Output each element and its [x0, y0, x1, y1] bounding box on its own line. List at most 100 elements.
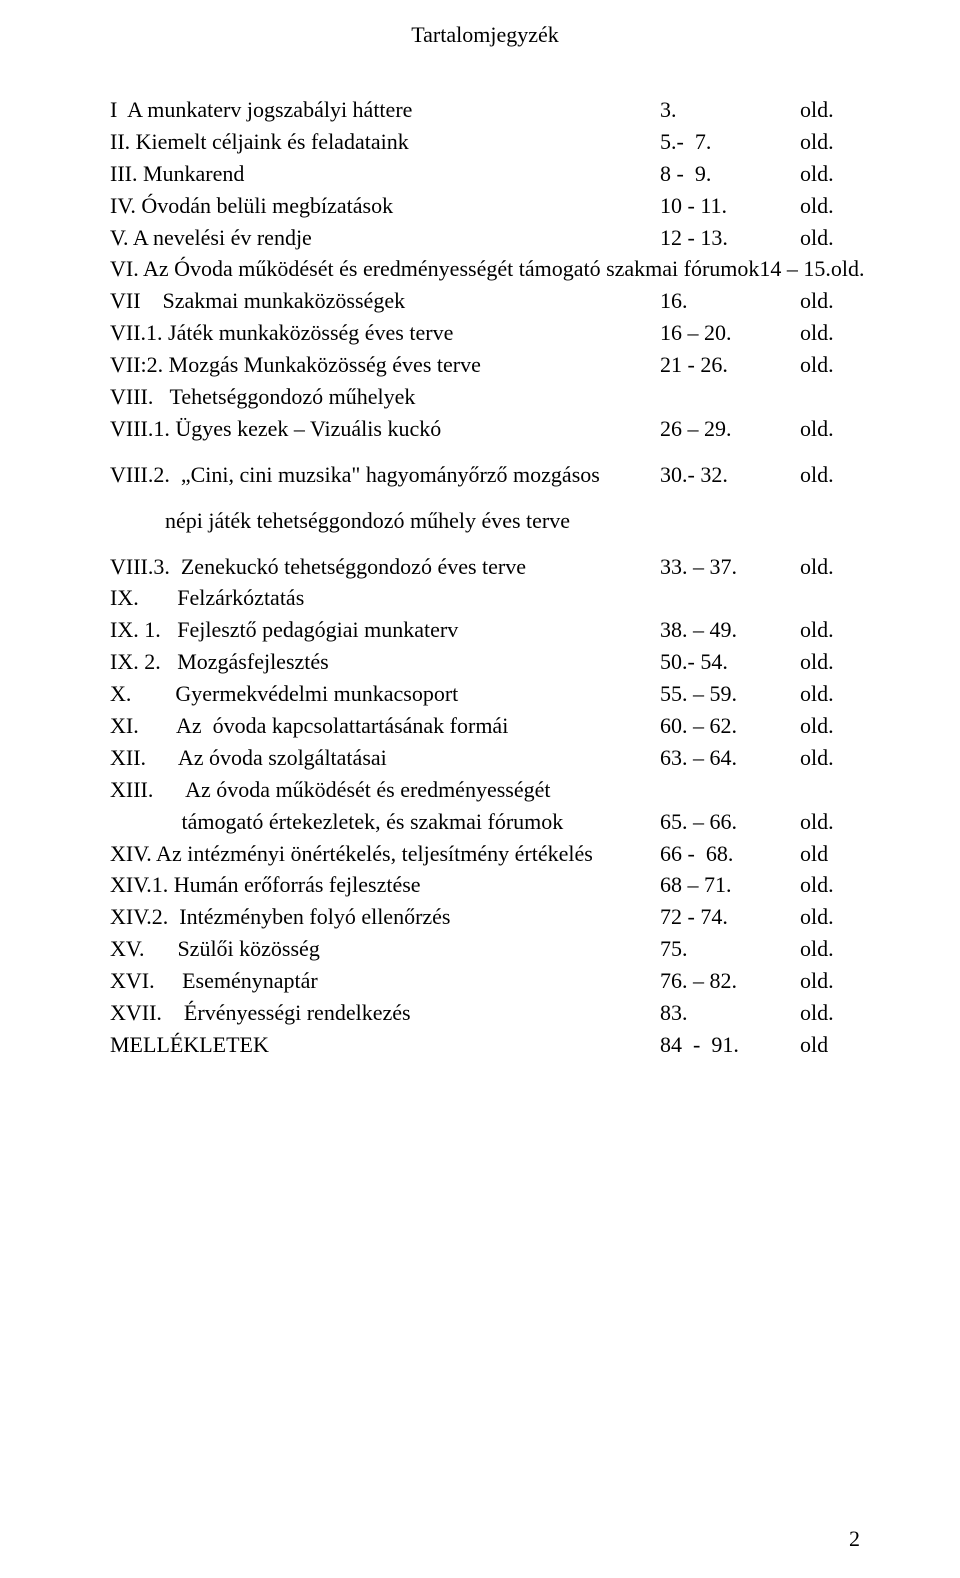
toc-label: IX. Felzárkóztatás	[110, 582, 660, 614]
toc-label: X. Gyermekvédelmi munkacsoport	[110, 678, 660, 710]
toc-row-group2-sub: népi játék tehetséggondozó műhely éves t…	[110, 505, 860, 537]
toc-row: V. A nevelési év rendje12 - 13.old.	[110, 222, 860, 254]
toc-pages: 10 - 11.	[660, 190, 800, 222]
toc-pages: 16.	[660, 285, 800, 317]
toc-pages	[660, 381, 800, 413]
toc-row: IX. 1. Fejlesztő pedagógiai munkaterv38.…	[110, 614, 860, 646]
toc-pages	[660, 505, 800, 537]
toc-label: III. Munkarend	[110, 158, 660, 190]
toc-pages: 50.- 54.	[660, 646, 800, 678]
toc-label: IX. 1. Fejlesztő pedagógiai munkaterv	[110, 614, 660, 646]
toc-pages: 60. – 62.	[660, 710, 800, 742]
toc-unit	[800, 582, 860, 614]
toc-row: VIII. Tehetséggondozó műhelyek	[110, 381, 860, 413]
toc-row: XIV.1. Humán erőforrás fejlesztése68 – 7…	[110, 869, 860, 901]
toc-pages: 72 - 74.	[660, 901, 800, 933]
toc-unit	[800, 381, 860, 413]
toc-row: XVI. Eseménynaptár76. – 82.old.	[110, 965, 860, 997]
toc-unit: old.	[800, 349, 860, 381]
spacer	[110, 491, 860, 505]
toc-unit: old.	[831, 253, 865, 285]
toc-unit: old.	[800, 806, 860, 838]
toc-pages: 3.	[660, 94, 800, 126]
spacer	[110, 537, 860, 551]
toc-label: VII.1. Játék munkaközösség éves terve	[110, 317, 660, 349]
toc-row: VI. Az Óvoda működését és eredményességé…	[110, 253, 860, 285]
toc-unit: old.	[800, 222, 860, 254]
toc-label: XVI. Eseménynaptár	[110, 965, 660, 997]
toc-pages: 75.	[660, 933, 800, 965]
toc-row: támogató értekezletek, és szakmai fórumo…	[110, 806, 860, 838]
toc-unit: old	[800, 1029, 860, 1061]
toc-unit: old.	[800, 190, 860, 222]
toc-label: VII Szakmai munkaközösségek	[110, 285, 660, 317]
page-title: Tartalomjegyzék	[110, 22, 860, 48]
toc-unit: old.	[800, 901, 860, 933]
toc-label: XIV. Az intézményi önértékelés, teljesít…	[110, 838, 660, 870]
toc-pages	[660, 582, 800, 614]
toc-row-group2-intro: VIII.2. „Cini, cini muzsika" hagyományőr…	[110, 459, 860, 491]
toc-unit: old.	[800, 933, 860, 965]
toc-row: X. Gyermekvédelmi munkacsoport55. – 59.o…	[110, 678, 860, 710]
toc-label: XI. Az óvoda kapcsolattartásának formái	[110, 710, 660, 742]
toc-row: VII Szakmai munkaközösségek16.old.	[110, 285, 860, 317]
toc-pages: 83.	[660, 997, 800, 1029]
toc-label: XVII. Érvényességi rendelkezés	[110, 997, 660, 1029]
toc-unit: old.	[800, 459, 860, 491]
toc-label: VIII. Tehetséggondozó műhelyek	[110, 381, 660, 413]
toc-unit: old.	[800, 126, 860, 158]
toc-label: VIII.1. Ügyes kezek – Vizuális kuckó	[110, 413, 660, 445]
toc-label: IV. Óvodán belüli megbízatások	[110, 190, 660, 222]
toc-pages: 63. – 64.	[660, 742, 800, 774]
toc-label: VII:2. Mozgás Munkaközösség éves terve	[110, 349, 660, 381]
toc-unit: old.	[800, 742, 860, 774]
toc-label: VIII.2. „Cini, cini muzsika" hagyományőr…	[110, 459, 660, 491]
toc-pages: 68 – 71.	[660, 869, 800, 901]
toc-pages: 30.- 32.	[660, 459, 800, 491]
toc-pages: 33. – 37.	[660, 551, 800, 583]
toc-pages: 14 – 15.	[759, 253, 831, 285]
toc-unit: old.	[800, 997, 860, 1029]
toc-row: MELLÉKLETEK84 - 91.old	[110, 1029, 860, 1061]
toc-unit: old.	[800, 646, 860, 678]
toc-unit: old	[800, 838, 860, 870]
toc-label: XIV.2. Intézményben folyó ellenőrzés	[110, 901, 660, 933]
toc-row: XVII. Érvényességi rendelkezés83.old.	[110, 997, 860, 1029]
toc-unit: old.	[800, 869, 860, 901]
toc-block-2: VIII.3. Zenekuckó tehetséggondozó éves t…	[110, 551, 860, 1061]
toc-row: XIII. Az óvoda működését és eredményessé…	[110, 774, 860, 806]
toc-pages: 8 - 9.	[660, 158, 800, 190]
toc-row: IV. Óvodán belüli megbízatások10 - 11.ol…	[110, 190, 860, 222]
toc-label: XII. Az óvoda szolgáltatásai	[110, 742, 660, 774]
toc-pages: 66 - 68.	[660, 838, 800, 870]
toc-label: I A munkaterv jogszabályi háttere	[110, 94, 660, 126]
toc-label: MELLÉKLETEK	[110, 1029, 660, 1061]
toc-row: I A munkaterv jogszabályi háttere3.old.	[110, 94, 860, 126]
toc-unit: old.	[800, 158, 860, 190]
toc-pages: 84 - 91.	[660, 1029, 800, 1061]
toc-unit: old.	[800, 317, 860, 349]
toc-unit: old.	[800, 710, 860, 742]
toc-pages: 76. – 82.	[660, 965, 800, 997]
document-page: Tartalomjegyzék I A munkaterv jogszabály…	[0, 0, 960, 1578]
toc-pages: 12 - 13.	[660, 222, 800, 254]
toc-label: XV. Szülői közösség	[110, 933, 660, 965]
toc-label: VI. Az Óvoda működését és eredményességé…	[110, 253, 759, 285]
toc-label: XIII. Az óvoda működését és eredményessé…	[110, 774, 660, 806]
spacer	[110, 445, 860, 459]
toc-row: IX. Felzárkóztatás	[110, 582, 860, 614]
toc-label: XIV.1. Humán erőforrás fejlesztése	[110, 869, 660, 901]
toc-row: XIV. Az intézményi önértékelés, teljesít…	[110, 838, 860, 870]
toc-row: XI. Az óvoda kapcsolattartásának formái6…	[110, 710, 860, 742]
toc-label: IX. 2. Mozgásfejlesztés	[110, 646, 660, 678]
toc-pages: 26 – 29.	[660, 413, 800, 445]
toc-row: VIII.3. Zenekuckó tehetséggondozó éves t…	[110, 551, 860, 583]
toc-pages: 65. – 66.	[660, 806, 800, 838]
toc-unit: old.	[800, 94, 860, 126]
toc-pages: 21 - 26.	[660, 349, 800, 381]
toc-unit	[800, 505, 860, 537]
toc-pages	[660, 774, 800, 806]
toc-unit: old.	[800, 614, 860, 646]
toc-pages: 55. – 59.	[660, 678, 800, 710]
toc-row: XII. Az óvoda szolgáltatásai63. – 64.old…	[110, 742, 860, 774]
